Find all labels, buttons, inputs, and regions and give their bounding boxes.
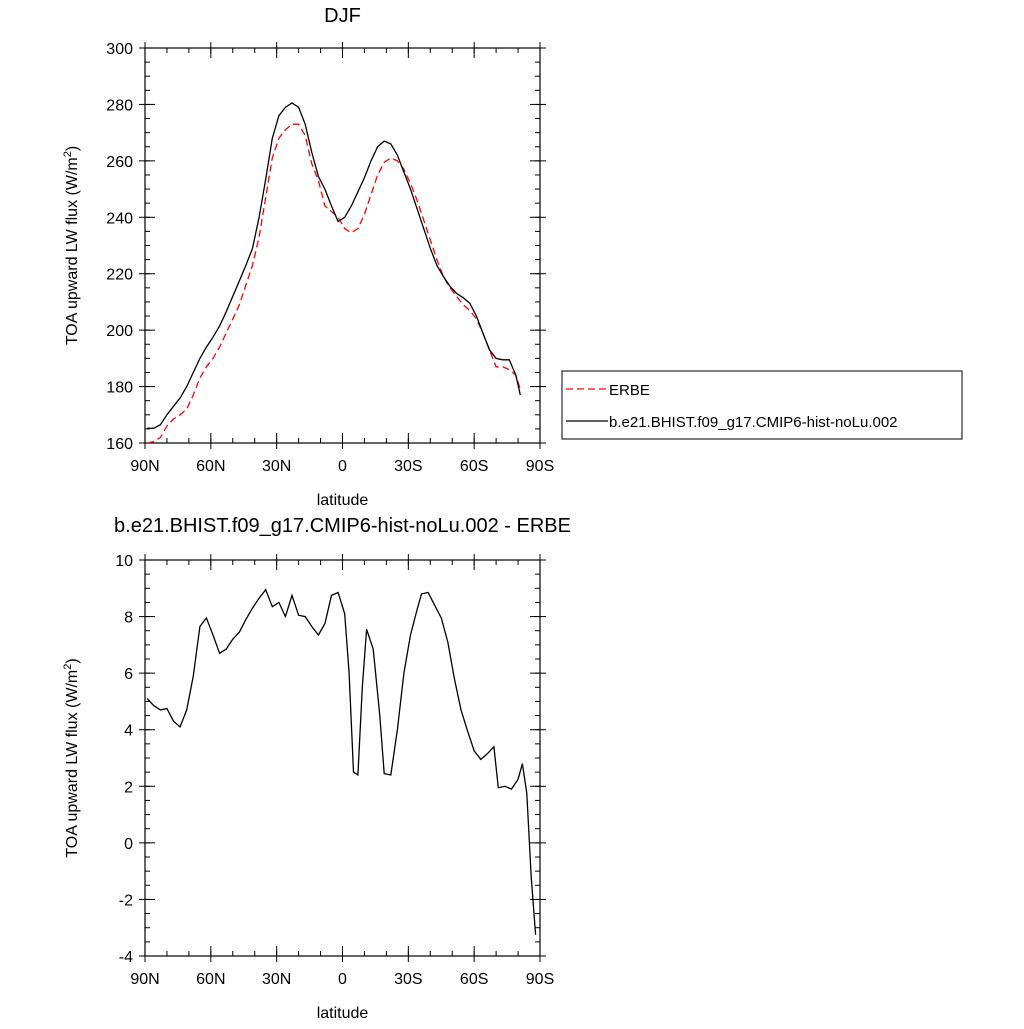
y-tick-label: -2: [119, 892, 133, 909]
y-axis-label: TOA upward LW flux (W/m2): [62, 658, 81, 857]
legend-label: ERBE: [609, 382, 650, 399]
y-axis-label: TOA upward LW flux (W/m2): [62, 146, 81, 345]
x-tick-label: 30S: [394, 971, 422, 988]
y-tick-label: 4: [124, 723, 133, 740]
x-tick-label: 60S: [460, 971, 488, 988]
x-tick-label: 30S: [394, 458, 422, 475]
series-line-1: [146, 588, 537, 935]
y-tick-label: 280: [106, 97, 133, 114]
chart-title: DJF: [324, 5, 361, 27]
x-tick-label: 60N: [196, 971, 225, 988]
y-tick-label: 200: [106, 323, 133, 340]
y-tick-label: 260: [106, 154, 133, 171]
series-line-2: [147, 102, 521, 429]
y-tick-label: 2: [124, 779, 133, 796]
y-tick-label: 8: [124, 610, 133, 627]
y-tick-label: 240: [106, 210, 133, 227]
legend-box: [561, 370, 963, 440]
x-axis-label: latitude: [317, 1005, 369, 1022]
y-tick-label: 10: [115, 553, 133, 570]
y-tick-label: 180: [106, 380, 133, 397]
x-tick-label: 90N: [130, 458, 159, 475]
x-tick-label: 0: [338, 458, 347, 475]
x-tick-label: 60N: [196, 458, 225, 475]
x-tick-label: 90S: [526, 458, 554, 475]
chart-panel-2: b.e21.BHIST.f09_g17.CMIP6-hist-noLu.002 …: [62, 515, 571, 1022]
x-tick-label: 90N: [130, 971, 159, 988]
y-tick-label: 0: [124, 836, 133, 853]
legend-label: b.e21.BHIST.f09_g17.CMIP6-hist-noLu.002: [609, 414, 898, 431]
legend: ERBE b.e21.BHIST.f09_g17.CMIP6-hist-noLu.…: [561, 370, 963, 440]
x-tick-label: 30N: [262, 458, 291, 475]
y-tick-label: -4: [119, 949, 133, 966]
y-tick-label: 220: [106, 267, 133, 284]
chart-title: b.e21.BHIST.f09_g17.CMIP6-hist-noLu.002 …: [114, 515, 571, 537]
y-tick-label: 300: [106, 41, 133, 58]
x-axis-label: latitude: [317, 492, 369, 509]
chart-panel-1: DJF 90N 60N 30N 0 30S 60S 90S 160 180 200 220 240 260…: [62, 5, 963, 509]
x-tick-label: 30N: [262, 971, 291, 988]
x-tick-label: 0: [338, 971, 347, 988]
x-tick-label: 60S: [460, 458, 488, 475]
x-tick-label: 90S: [526, 971, 554, 988]
y-tick-label: 6: [124, 666, 133, 683]
y-tick-label: 160: [106, 436, 133, 453]
